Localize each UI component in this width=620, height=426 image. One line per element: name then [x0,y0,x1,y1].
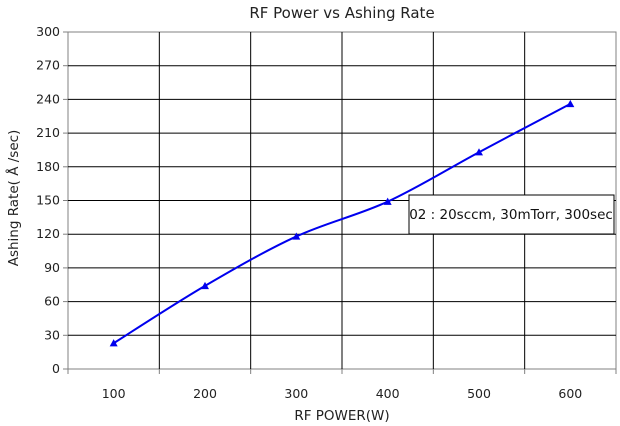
data-point [201,281,209,290]
data-point [109,339,118,347]
data-point [475,148,483,156]
series-line [113,103,571,345]
chart-title: RF Power vs Ashing Rate [249,4,434,22]
x-tick-label: 200 [193,386,217,401]
y-tick-label: 120 [36,226,60,241]
annotation-text: 02 : 20sccm, 30mTorr, 300sec [409,207,613,223]
y-axis-label: Ashing Rate( Å /sec) [5,130,22,267]
data-point [383,197,392,205]
y-tick-label: 90 [44,260,60,275]
y-tick-label: 0 [52,361,60,376]
y-tick-label: 300 [36,24,60,39]
x-tick-label: 400 [376,386,400,401]
x-tick-label: 600 [558,386,582,401]
annotation-frame [408,194,615,235]
data-point [566,99,575,108]
x-tick-label: 300 [284,386,308,401]
x-axis-label: RF POWER(W) [294,408,389,424]
y-tick-label: 270 [36,58,60,73]
annotation-box: 02 : 20sccm, 30mTorr, 300sec [408,194,615,235]
y-tick-label: 150 [36,193,60,208]
x-tick-label: 500 [467,386,491,401]
x-axis: 100 200 300 400 500 600 [67,369,617,401]
series-group [109,99,575,347]
y-tick-label: 180 [36,159,60,174]
y-tick-label: 210 [36,125,60,140]
y-axis: 0 30 60 90 120 150 180 210 240 270 300 [36,24,68,376]
y-tick-label: 240 [36,91,60,106]
x-tick-label: 100 [102,386,126,401]
y-tick-label: 30 [44,327,60,342]
y-tick-label: 60 [44,294,60,309]
gridlines [68,32,616,369]
data-point [292,232,301,240]
